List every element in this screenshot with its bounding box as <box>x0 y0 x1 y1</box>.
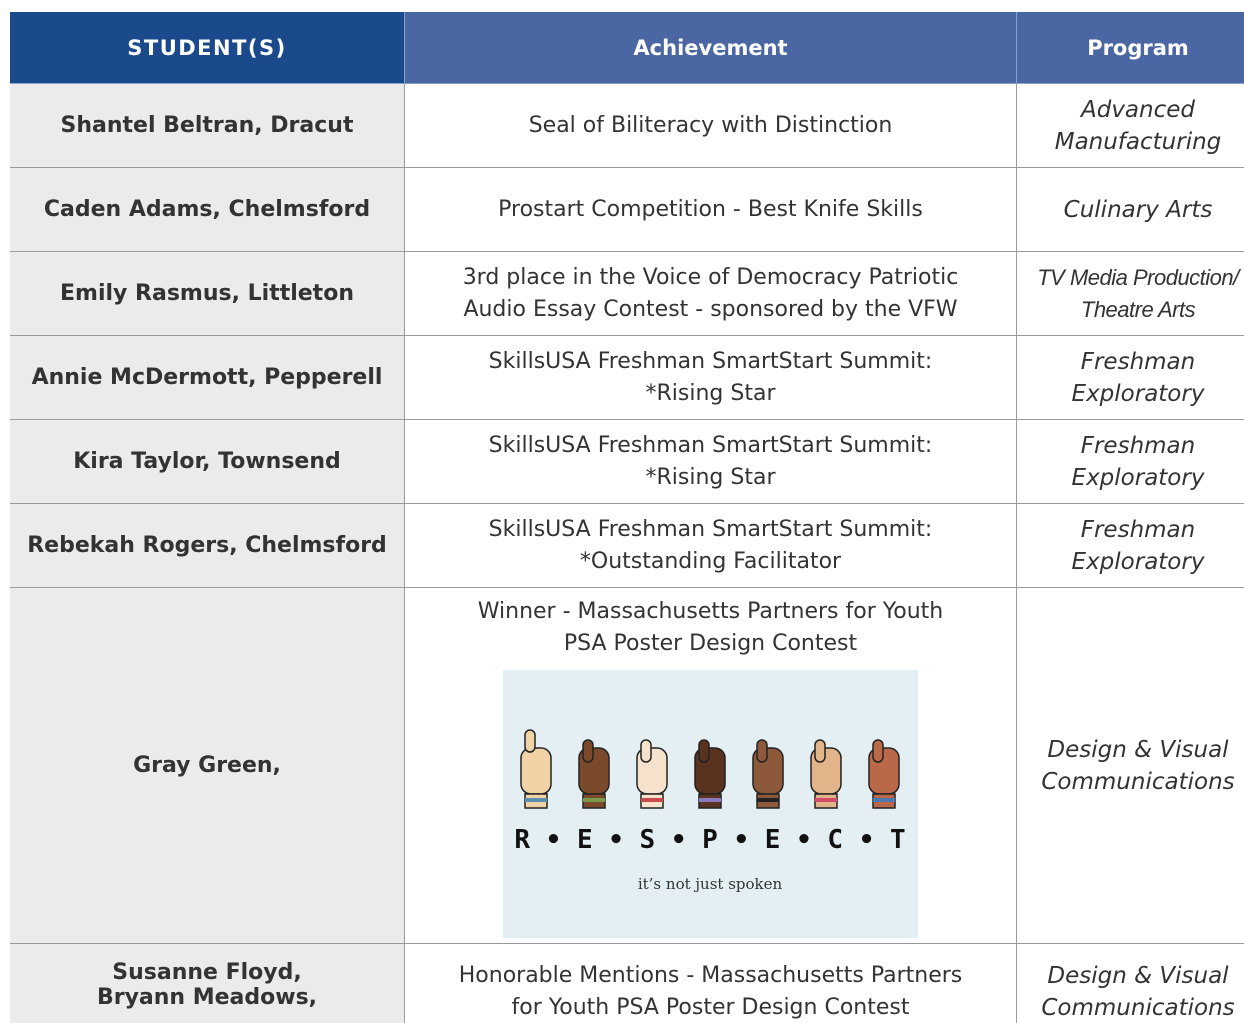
student-cell: Caden Adams, Chelmsford <box>10 168 405 252</box>
program-line: Freshman <box>1080 432 1196 459</box>
poster: R • E • S • P • E • C • T it’s not just s… <box>503 670 918 938</box>
program-line: Communications <box>1041 768 1235 795</box>
student-cell: Annie McDermott, Pepperell <box>10 336 405 420</box>
achievement-line: SkillsUSA Freshman SmartStart Summit: <box>488 348 933 374</box>
program-line: Exploratory <box>1071 548 1205 575</box>
program-cell: Culinary Arts <box>1017 168 1244 252</box>
program-line: Culinary Arts <box>1063 196 1213 223</box>
program-line: Freshman <box>1080 516 1196 543</box>
finger <box>814 739 826 763</box>
program-line: Design & Visual <box>1047 736 1229 763</box>
program-line: Communications <box>1041 995 1235 1021</box>
student-line: Shantel Beltran, Dracut <box>60 113 354 138</box>
student-line: Caden Adams, Chelmsford <box>43 197 371 222</box>
hand <box>520 747 552 795</box>
student-cell: Emily Rasmus, Littleton <box>10 252 405 336</box>
program-cell: Freshman Exploratory <box>1017 504 1244 588</box>
poster-letters: R • E • S • P • E • C • T <box>514 825 905 855</box>
achievement-cell: Winner - Massachusetts Partners for Yout… <box>405 588 1017 944</box>
band <box>641 798 663 802</box>
finger <box>640 739 652 763</box>
achievement-line: Honorable Mentions - Massachusetts Partn… <box>458 963 963 988</box>
finger <box>698 739 710 763</box>
student-line: Bryann Meadows, <box>96 985 318 1010</box>
achievement-line: PSA Poster Design Contest <box>563 631 858 656</box>
achievement-cell: SkillsUSA Freshman SmartStart Summit: *Ri… <box>405 336 1017 420</box>
student-cell: Gray Green, <box>10 588 405 944</box>
program-line: Exploratory <box>1071 380 1205 407</box>
achievement-line: for Youth PSA Poster Design Contest <box>511 995 910 1020</box>
program-cell: Design & Visual Communications <box>1017 944 1244 1023</box>
achievement-line: Winner - Massachusetts Partners for Yout… <box>477 599 944 624</box>
program-line: Exploratory <box>1071 464 1205 491</box>
program-cell: Advanced Manufacturing <box>1017 84 1244 168</box>
program-line: Freshman <box>1080 348 1196 375</box>
achievement-cell: Seal of Biliteracy with Distinction <box>405 84 1017 168</box>
student-cell: Shantel Beltran, Dracut <box>10 84 405 168</box>
program-cell: Design & Visual Communications <box>1017 588 1244 944</box>
band <box>699 798 721 802</box>
student-line: Annie McDermott, Pepperell <box>31 365 383 390</box>
finger <box>524 729 536 753</box>
student-line: Rebekah Rogers, Chelmsford <box>27 533 387 558</box>
achievement-cell: SkillsUSA Freshman SmartStart Summit: *Ri… <box>405 420 1017 504</box>
program-line: TV Media Production/ <box>1037 264 1239 290</box>
finger <box>756 739 768 763</box>
band <box>873 798 895 802</box>
achievement-cell: Honorable Mentions - Massachusetts Partn… <box>405 944 1017 1023</box>
program-cell: Freshman Exploratory <box>1017 420 1244 504</box>
achievement-cell: SkillsUSA Freshman SmartStart Summit: *Ou… <box>405 504 1017 588</box>
achievement-line: SkillsUSA Freshman SmartStart Summit: <box>488 432 933 458</box>
student-cell: Kira Taylor, Townsend <box>10 420 405 504</box>
program-cell: Freshman Exploratory <box>1017 336 1244 420</box>
band <box>815 798 837 802</box>
band <box>757 798 779 802</box>
student-line: Emily Rasmus, Littleton <box>60 281 354 306</box>
header-cell: STUDENT(S) <box>10 12 405 84</box>
achievement-line: *Outstanding Facilitator <box>579 548 842 574</box>
header-cell: Achievement <box>405 12 1017 84</box>
poster-tagline: it’s not just spoken <box>638 875 783 893</box>
finger <box>582 739 594 763</box>
achievement-line: SkillsUSA Freshman SmartStart Summit: <box>488 516 933 542</box>
achievement-line: Audio Essay Contest - sponsored by the V… <box>463 296 958 322</box>
band <box>525 798 547 802</box>
finger <box>872 739 884 763</box>
program-line: Design & Visual <box>1047 963 1229 989</box>
program-line: Manufacturing <box>1054 128 1222 155</box>
program-line: Theatre Arts <box>1080 296 1196 322</box>
program-cell: TV Media Production/Theatre Arts <box>1017 252 1244 336</box>
achievement-line: Prostart Competition - Best Knife Skills <box>498 196 923 222</box>
achievement-cell: Prostart Competition - Best Knife Skills <box>405 168 1017 252</box>
achievement-line: 3rd place in the Voice of Democracy Patr… <box>462 264 959 290</box>
student-line: Kira Taylor, Townsend <box>73 449 341 474</box>
achievement-line: *Rising Star <box>645 464 776 490</box>
header-cell: Program <box>1017 12 1244 84</box>
achievement-cell: 3rd place in the Voice of Democracy Patr… <box>405 252 1017 336</box>
band <box>583 798 605 802</box>
student-cell: Rebekah Rogers, Chelmsford <box>10 504 405 588</box>
student-cell: Susanne Floyd, Bryann Meadows, <box>10 944 405 1023</box>
achievement-line: *Rising Star <box>645 380 776 406</box>
student-line: Susanne Floyd, <box>112 960 302 985</box>
student-line: Gray Green, <box>133 753 281 778</box>
program-line: Advanced <box>1080 96 1195 123</box>
achievement-line: Seal of Biliteracy with Distinction <box>528 112 893 138</box>
